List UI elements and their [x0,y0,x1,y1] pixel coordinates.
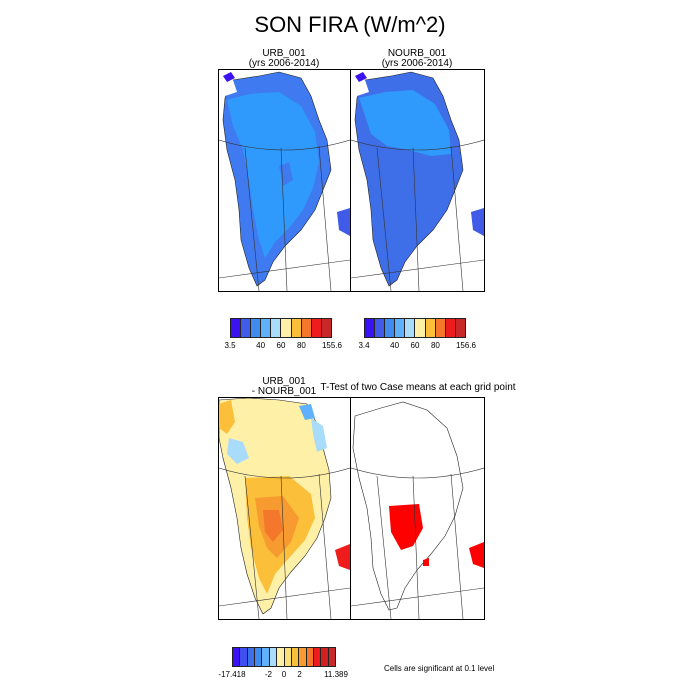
urb-colorbar-swatch [291,319,302,337]
diff-colorbar-swatches [232,647,336,667]
diff-colorbar-swatch [321,648,329,666]
urb-colorbar: 3.5 40 60 80 155.6 [224,318,342,350]
figure-title: SON FIRA (W/m^2) [254,12,446,37]
urb-colorbar-swatch [261,319,272,337]
ttest-map [351,401,484,619]
nourb-colorbar-swatch [445,319,456,337]
diff-colorbar-swatch [313,648,322,666]
urb-map [219,71,350,291]
urb-title-line2: (yrs 2006-2014) [248,58,320,69]
urb-colorbar-swatch [301,319,312,337]
nourb-colorbar-swatch [425,319,436,337]
urb-colorbar-tick: 60 [276,341,286,350]
diff-panel-title: URB_001 - NOURB_001 [218,377,350,397]
nourb-colorbar-swatch [435,319,446,337]
diff-colorbar-swatch [262,648,270,666]
diff-colorbar: -17.418 -2 0 2 11.389 [218,647,348,679]
nourb-map [351,71,484,291]
diff-title-line2: - NOURB_001 [251,386,317,397]
diff-colorbar-swatch [328,648,336,666]
urb-colorbar-tick: 40 [256,341,266,350]
urb-panel-title: URB_001 (yrs 2006-2014) [218,49,350,69]
significance-note: Cells are significant at 0.1 level [384,664,495,673]
urb-colorbar-tick: 80 [296,341,306,350]
diff-colorbar-swatch [233,648,241,666]
diff-map [219,398,350,619]
diff-colorbar-swatch [284,648,292,666]
nourb-panel-title: NOURB_001 (yrs 2006-2014) [350,49,484,69]
diff-colorbar-swatch [299,648,307,666]
urb-colorbar-tick: 3.5 [224,341,236,350]
diff-map-panel [218,397,351,620]
diff-colorbar-tick: 2 [297,670,302,679]
diff-colorbar-swatch [255,648,263,666]
diff-colorbar-swatch [247,648,256,666]
urb-map-panel [218,69,351,292]
nourb-colorbar-swatch [415,319,426,337]
urb-colorbar-swatch [281,319,292,337]
nourb-colorbar-swatch [385,319,396,337]
urb-colorbar-swatch [251,319,262,337]
nourb-colorbar-swatch [455,319,465,337]
diff-colorbar-tick: -17.418 [218,670,246,679]
nourb-colorbar-tick: 156.6 [455,341,477,350]
urb-colorbar-swatch [311,319,322,337]
urb-title-line1: URB_001 [262,48,306,59]
nourb-colorbar-tick: 60 [410,341,420,350]
urb-colorbar-swatch [271,319,282,337]
nourb-title-line2: (yrs 2006-2014) [381,58,453,69]
urb-colorbar-swatch [321,319,331,337]
nourb-colorbar-swatch [375,319,386,337]
diff-colorbar-swatch [277,648,285,666]
nourb-colorbar-swatch [395,319,406,337]
diff-title-line1: URB_001 [262,376,306,387]
diff-colorbar-swatch [240,648,248,666]
diff-colorbar-tick: -2 [264,670,272,679]
nourb-colorbar-tick: 80 [430,341,440,350]
diff-colorbar-tick: 11.389 [324,670,348,679]
ttest-panel-title: T-Test of two Case means at each grid po… [320,382,516,393]
ttest-map-panel [350,397,485,620]
nourb-colorbar-swatch [405,319,416,337]
nourb-map-panel [350,69,485,292]
urb-colorbar-tick: 155.6 [321,341,343,350]
nourb-colorbar-tick: 3.4 [358,341,370,350]
nourb-colorbar-swatch [365,319,376,337]
urb-colorbar-swatches [230,318,332,338]
urb-colorbar-swatch [231,319,242,337]
diff-colorbar-swatch [269,648,278,666]
diff-colorbar-tick: 0 [281,670,287,679]
nourb-title-line1: NOURB_001 [387,48,447,59]
nourb-colorbar-swatches [364,318,466,338]
urb-colorbar-swatch [241,319,252,337]
nourb-colorbar-tick: 40 [390,341,400,350]
nourb-colorbar: 3.4 40 60 80 156.6 [358,318,476,350]
diff-colorbar-swatch [306,648,314,666]
diff-colorbar-swatch [291,648,300,666]
